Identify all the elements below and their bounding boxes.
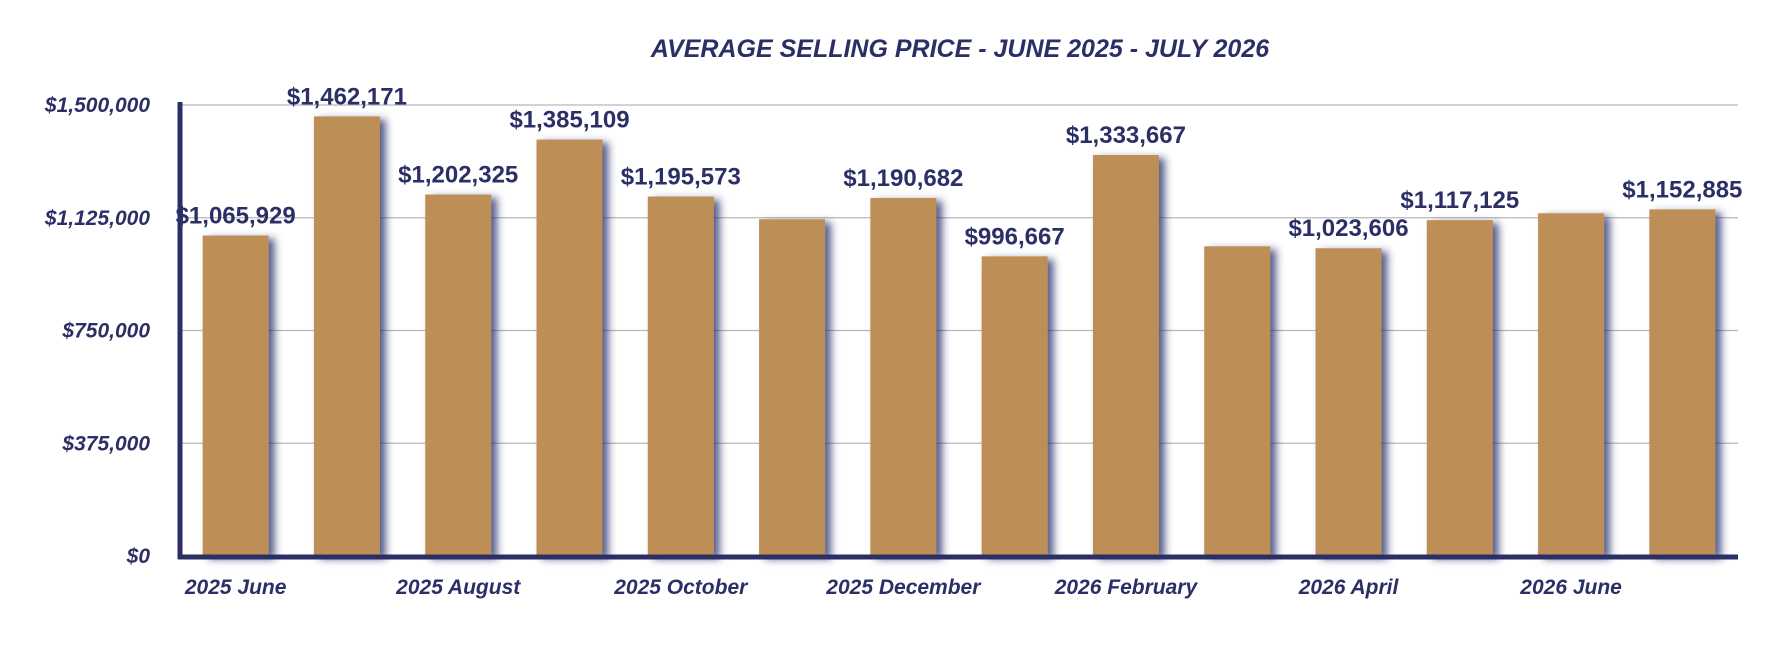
x-tick-label: 2025 June — [184, 576, 287, 599]
bars — [202, 116, 1716, 557]
data-label: $1,202,325 — [398, 162, 518, 189]
bar — [425, 194, 492, 556]
bar — [759, 219, 826, 556]
x-tick-label: 2026 April — [1298, 576, 1400, 599]
bar — [1426, 220, 1493, 557]
bar — [202, 235, 269, 556]
data-label: $1,462,171 — [287, 83, 407, 110]
data-label: $1,195,573 — [621, 164, 741, 191]
y-tick-label: $375,000 — [61, 432, 150, 455]
x-tick-label: 2026 February — [1054, 576, 1199, 599]
axes — [177, 102, 1738, 560]
x-tick-label: 2025 October — [613, 576, 749, 599]
bar — [1649, 209, 1716, 556]
x-tick-label: 2025 December — [825, 576, 982, 599]
bar — [981, 256, 1048, 556]
data-label: $1,385,109 — [509, 107, 629, 134]
data-label: $1,065,929 — [176, 203, 296, 230]
data-label: $1,117,125 — [1400, 187, 1519, 214]
data-labels: $1,065,929 $1,462,171 $1,202,325 $1,385,109… — [176, 83, 1743, 250]
x-tick-label: 2026 June — [1519, 576, 1622, 599]
data-label: $1,152,885 — [1622, 176, 1742, 203]
x-axis-tick-labels: 2025 June 2025 August 2025 October 2025 Dec… — [184, 576, 1622, 599]
x-tick-label: 2025 August — [395, 576, 521, 599]
y-tick-label: $0 — [126, 545, 151, 568]
y-tick-label: $750,000 — [61, 320, 150, 343]
bar — [1538, 213, 1605, 557]
bar — [536, 139, 603, 557]
bar — [313, 116, 380, 557]
bar — [870, 198, 937, 556]
bar — [647, 196, 714, 556]
bar — [1092, 155, 1159, 556]
gridlines — [180, 104, 1738, 444]
data-label: $1,023,606 — [1288, 215, 1408, 242]
y-tick-label: $1,500,000 — [44, 94, 150, 117]
y-tick-label: $1,125,000 — [44, 207, 150, 230]
data-label: $1,190,682 — [843, 165, 963, 192]
y-axis-tick-labels: $0 $375,000 $750,000 $1,125,000 $1,500,000 — [44, 94, 150, 568]
bar — [1315, 248, 1382, 557]
data-label: $1,333,667 — [1066, 122, 1186, 149]
bar — [1204, 246, 1271, 556]
data-label: $996,667 — [965, 223, 1065, 250]
chart-title: AVERAGE SELLING PRICE - JUNE 2025 - JULY… — [650, 35, 1270, 63]
